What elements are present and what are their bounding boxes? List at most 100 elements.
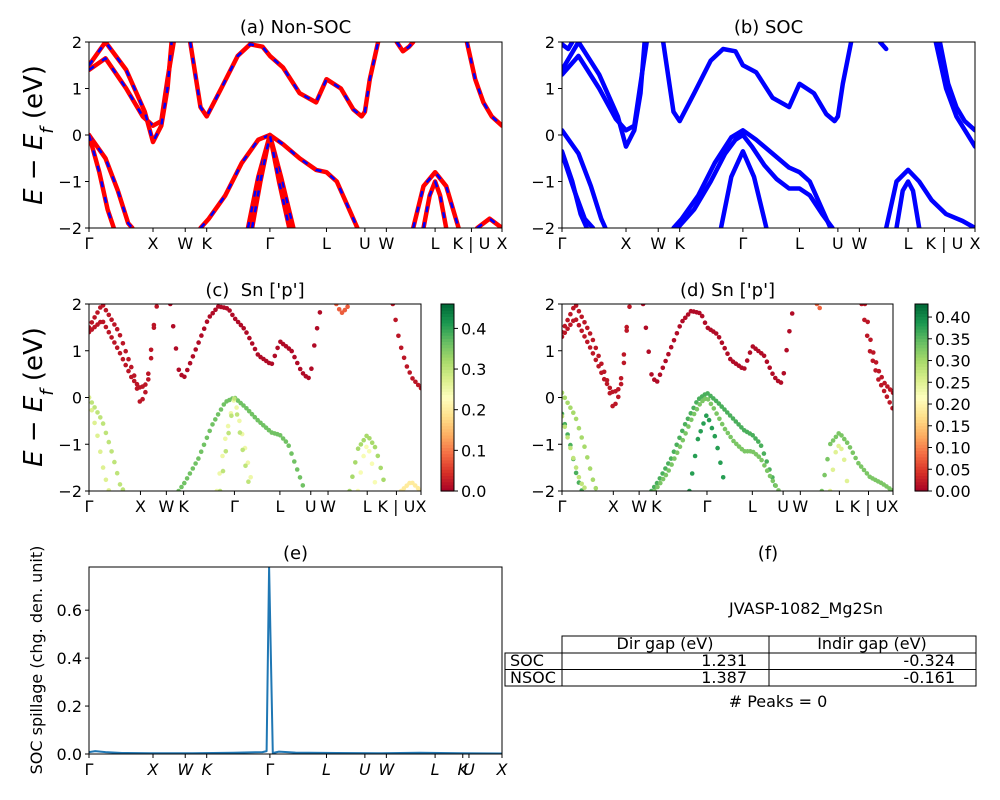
colorbar-segment [441,304,454,308]
colorbar-segment [915,422,928,427]
band-point [770,371,775,377]
band-point [680,437,686,443]
colorbar-segment [915,416,928,420]
colorbar-segment [441,372,454,377]
colorbar-segment [441,434,454,439]
band-point [587,466,593,471]
panel-c-xtick-label: X [135,497,146,516]
band-point [698,429,703,434]
band-point [694,400,699,405]
band-point [117,333,123,338]
colorbar-segment [915,413,928,417]
band-point [235,319,241,325]
band-point [92,405,97,410]
band-point [677,324,682,329]
band-point [701,421,706,426]
band-point [378,465,384,471]
colorbar-segment [915,375,928,380]
band-point [759,457,764,463]
band-point [853,455,858,461]
colorbar-segment [915,484,928,489]
band-point [814,304,820,307]
band-point [817,305,822,311]
band-line-nsoc [249,132,292,228]
band-point [117,482,123,487]
band-point [576,308,582,314]
panel-d-xtick-label: L [835,497,844,516]
panel-b-yticks: −2 −1 0 1 2 [531,33,562,238]
colorbar-segment [441,322,454,327]
colorbar-segment [915,307,928,311]
band-point [210,422,215,427]
band-point [683,431,688,436]
band-line-nsoc [421,179,449,228]
colorbar-segment [441,438,454,442]
colorbar-segment [441,338,454,342]
band-point [565,400,570,406]
band-point [649,372,654,377]
band-point [213,417,218,422]
band-point [345,304,350,310]
band-point [120,487,126,491]
panel-d-xtick-label: U [777,497,789,516]
band-point [244,330,249,335]
band-point [839,446,844,452]
band-point [562,395,568,401]
band-point [663,358,668,364]
band-point [92,315,97,320]
band-point [714,411,719,416]
band-point [762,463,767,468]
band-point [685,312,691,317]
band-point [758,443,764,449]
band-point [103,307,109,313]
colorbar-segment [441,310,454,314]
band-point [718,460,723,466]
colorbar-segment [915,310,928,314]
panel-d-plot [562,304,893,491]
band-point [154,304,159,309]
panel-a-xtick-label: W [378,234,394,253]
band-point [146,377,151,382]
band-point [366,449,372,454]
band-point [725,430,731,436]
band-point [109,317,114,323]
colorbar-segment [441,447,454,452]
band-line-soc [675,132,835,228]
table-row-nsoc-indir: -0.161 [903,668,955,687]
band-point [565,317,570,323]
band-point [593,485,599,491]
band-point [372,444,378,450]
colorbar-segment [915,313,928,318]
band-point [669,462,674,467]
colorbar-segment [915,419,928,424]
colorbar-segment [915,381,928,386]
panel-a-ytick-label: 0 [72,126,82,145]
panel-f-material: JVASP-1082_Mg2Sn [728,599,883,619]
colorbar-segment [441,350,454,355]
band-point [109,449,114,454]
panel-e-xtick-label: X [147,760,160,779]
colorbar-segment [915,332,928,336]
panel-c-title: (c) Sn ['p'] [205,280,304,301]
colorbar-segment [441,419,454,424]
band-line-soc [671,128,833,228]
band-point [753,436,758,441]
band-point [292,459,297,464]
panel-a-yticks: −2 −1 0 1 2 [58,33,89,238]
band-point [89,325,92,330]
band-point [289,348,295,354]
band-point [95,410,100,415]
colorbar-segment [441,444,454,448]
band-point [100,465,106,470]
band-point [881,388,887,394]
panel-a-xtick-label: W [177,234,193,253]
band-point [573,416,579,422]
band-point [358,442,364,447]
colorbar-segment [915,372,928,377]
colorbar-segment [915,434,928,439]
band-point [624,328,629,333]
band-point [350,474,355,480]
band-point [680,428,685,434]
band-point [683,315,688,321]
